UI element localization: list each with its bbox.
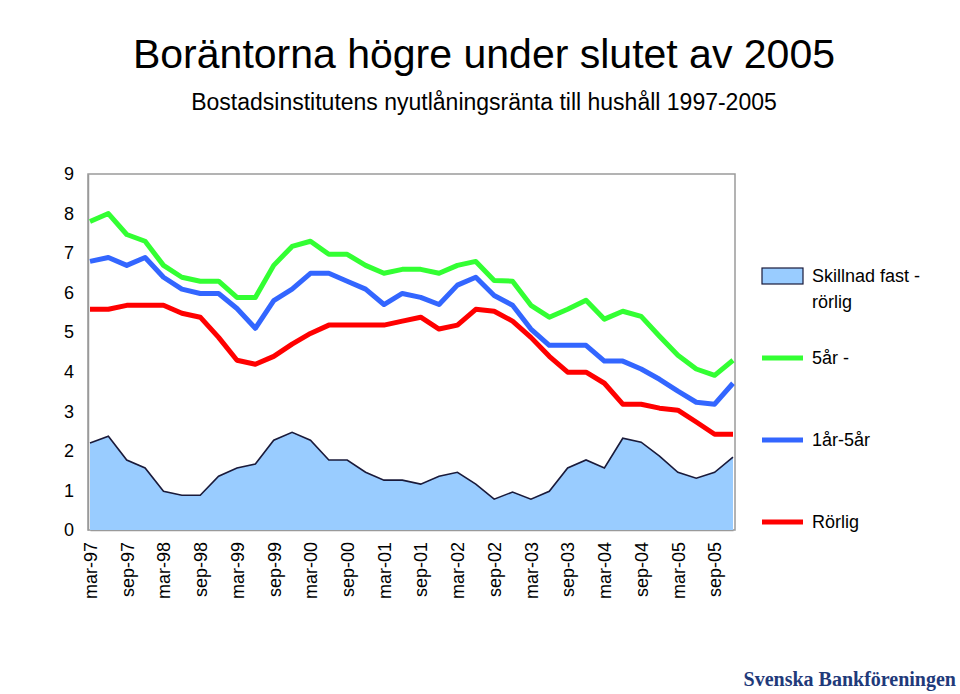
y-tick-label: 4 <box>64 362 74 382</box>
title: Boräntorna högre under slutet av 2005 <box>133 31 835 77</box>
x-tick: mar-03 <box>522 530 542 599</box>
chart: Boräntorna högre under slutet av 2005 Bos… <box>0 0 960 694</box>
legend-swatch <box>762 268 803 284</box>
legend-label: Rörlig <box>812 512 859 532</box>
x-tick: mar-98 <box>154 530 174 599</box>
y-tick: 2 <box>64 441 88 461</box>
legend-label: 1år-5år <box>812 430 870 450</box>
x-tick: sep-98 <box>191 530 211 597</box>
y-tick: 6 <box>64 283 88 303</box>
y-tick-label: 3 <box>64 402 74 422</box>
line <box>90 305 733 434</box>
x-tick-label: sep-01 <box>411 542 431 597</box>
y-tick-label: 0 <box>64 520 74 540</box>
x-axis: mar-97 sep-97 mar-98 sep-98 mar-99 sep-99 mar-… <box>81 530 734 599</box>
x-tick-label: mar-02 <box>448 542 468 599</box>
x-tick: sep-01 <box>411 530 431 597</box>
x-tick: sep-97 <box>118 530 138 597</box>
x-tick-label: sep-99 <box>265 542 285 597</box>
y-tick-label: 5 <box>64 322 74 342</box>
x-tick-label: mar-00 <box>301 542 321 599</box>
x-tick: sep-02 <box>485 530 505 597</box>
line <box>90 257 733 404</box>
x-tick: sep-05 <box>705 530 725 597</box>
x-tick-label: sep-05 <box>705 542 725 597</box>
x-tick-label: sep-97 <box>118 542 138 597</box>
y-tick-label: 1 <box>64 481 74 501</box>
area <box>90 432 733 530</box>
x-tick: sep-99 <box>265 530 285 597</box>
legend-item: Rörlig <box>762 512 859 532</box>
y-tick-label: 7 <box>64 243 74 263</box>
y-axis: 0 1 2 3 4 5 6 7 8 9 <box>64 164 89 540</box>
x-tick-label: mar-01 <box>375 542 395 599</box>
x-tick-label: mar-05 <box>669 542 689 599</box>
x-tick: sep-00 <box>338 530 358 597</box>
x-tick-label: sep-02 <box>485 542 505 597</box>
area-edge <box>90 432 733 499</box>
legend: Skillnad fast -rörlig 5år - 1år-5år Rörlig <box>762 266 920 532</box>
x-tick: mar-05 <box>669 530 689 599</box>
y-tick-label: 6 <box>64 283 74 303</box>
y-tick: 4 <box>64 362 88 382</box>
x-tick: mar-00 <box>301 530 321 599</box>
legend-swatch <box>762 356 803 361</box>
y-tick-label: 9 <box>64 164 74 184</box>
y-tick-label: 8 <box>64 204 74 224</box>
y-tick-label: 2 <box>64 441 74 461</box>
subtitle: Bostadsinstitutens nyutlåningsränta till… <box>191 89 777 115</box>
y-axis-line <box>88 175 90 531</box>
x-tick: sep-04 <box>632 530 652 597</box>
x-tick-label: sep-04 <box>632 542 652 597</box>
y-tick: 9 <box>64 164 88 184</box>
x-tick: mar-01 <box>375 530 395 599</box>
legend-label: Skillnad fast -rörlig <box>812 266 920 312</box>
x-tick-label: mar-03 <box>522 542 542 599</box>
legend-label: 5år - <box>812 348 849 368</box>
source: Svenska Bankföreningen <box>744 668 956 691</box>
x-tick: mar-02 <box>448 530 468 599</box>
y-tick: 8 <box>64 204 88 224</box>
y-tick: 0 <box>64 520 88 540</box>
x-tick-label: sep-03 <box>558 542 578 597</box>
x-tick-label: mar-04 <box>595 542 615 599</box>
x-tick-label: sep-00 <box>338 542 358 597</box>
x-tick: mar-04 <box>595 530 615 599</box>
legend-swatch <box>762 438 803 443</box>
x-tick-label: sep-98 <box>191 542 211 597</box>
x-tick: mar-97 <box>81 530 101 599</box>
x-tick: mar-99 <box>228 530 248 599</box>
legend-item: Skillnad fast -rörlig <box>762 266 920 312</box>
y-tick: 5 <box>64 322 88 342</box>
x-tick: sep-03 <box>558 530 578 597</box>
y-tick: 7 <box>64 243 88 263</box>
x-tick-label: mar-99 <box>228 542 248 599</box>
legend-swatch <box>762 520 803 525</box>
x-tick-label: mar-98 <box>154 542 174 599</box>
y-tick: 3 <box>64 402 88 422</box>
x-tick-label: mar-97 <box>81 542 101 599</box>
plot-area <box>90 214 733 530</box>
plot-frame <box>88 174 735 530</box>
legend-item: 5år - <box>762 348 849 368</box>
y-tick: 1 <box>64 481 88 501</box>
legend-item: 1år-5år <box>762 430 870 450</box>
